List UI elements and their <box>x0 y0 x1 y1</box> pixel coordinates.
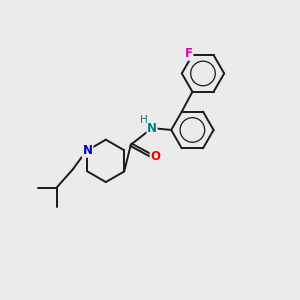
Text: H: H <box>140 115 148 125</box>
Text: F: F <box>185 47 193 60</box>
Text: O: O <box>150 150 160 163</box>
Text: N: N <box>147 122 157 135</box>
Text: N: N <box>82 144 92 157</box>
